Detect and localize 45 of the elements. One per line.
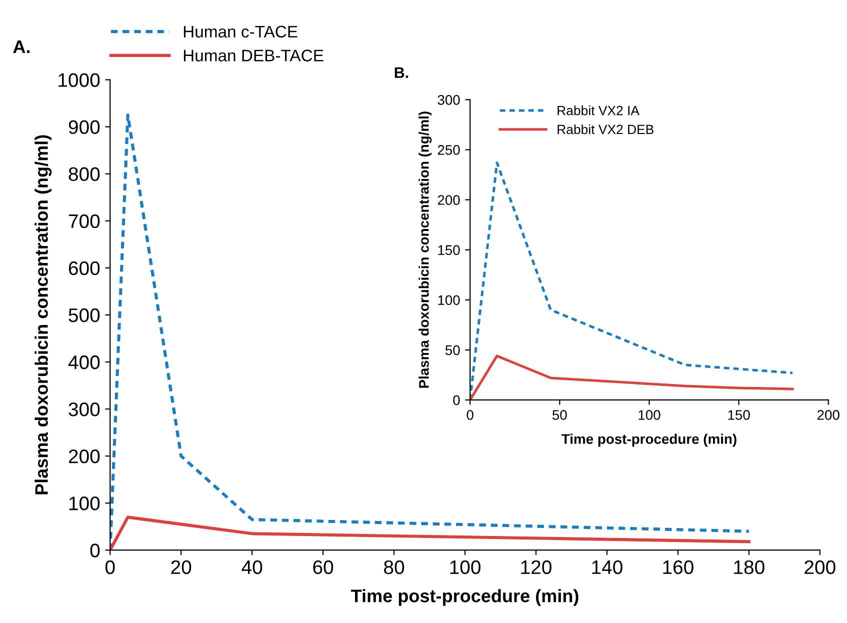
y-tick-label: 600 <box>68 261 100 276</box>
x-tick-label: 20 <box>171 560 192 574</box>
y-tick-label: 300 <box>438 95 460 105</box>
y-tick-label: 0 <box>90 544 100 558</box>
y-axis-title: Plasma doxorubicin concentration (ng/ml) <box>34 135 52 494</box>
y-tick-label: 1000 <box>58 73 100 87</box>
legend-label: Rabbit VX2 DEB <box>558 124 654 134</box>
y-tick-label: 0 <box>453 395 460 406</box>
x-axis-title: Time post-procedure (min) <box>351 589 578 606</box>
text: B. <box>394 67 408 78</box>
x-tick-label: 140 <box>592 560 622 574</box>
y-tick-label: 150 <box>438 245 460 255</box>
y-tick-label: 250 <box>438 145 460 155</box>
y-tick-label: 800 <box>68 167 100 182</box>
legend-label: Rabbit VX2 IA <box>558 106 640 116</box>
x-tick-label: 200 <box>817 410 840 420</box>
y-tick-label: 500 <box>68 308 100 322</box>
y-tick-label: 900 <box>68 120 100 134</box>
y-tick-label: 400 <box>68 355 100 370</box>
x-tick-label: 100 <box>638 410 660 420</box>
x-tick-label: 0 <box>466 410 474 420</box>
legend-label: Human c-TACE <box>184 26 298 38</box>
y-tick-label: 100 <box>69 496 100 510</box>
x-tick-label: 120 <box>521 560 552 574</box>
y-tick-label: 200 <box>438 195 460 205</box>
y-tick-label: 50 <box>445 345 460 356</box>
line-series <box>110 516 750 550</box>
x-tick-label: 80 <box>384 560 404 574</box>
y-tick-label: 300 <box>68 402 100 416</box>
line-series <box>470 354 794 400</box>
x-axis-title: Time post-procedure (min) <box>562 434 736 447</box>
x-tick-label: 160 <box>663 560 694 574</box>
x-tick-label: 180 <box>734 560 764 574</box>
x-tick-label: 50 <box>552 410 567 420</box>
y-tick-label: 200 <box>68 450 100 464</box>
x-tick-label: 200 <box>804 560 836 574</box>
y-tick-label: 100 <box>438 295 460 306</box>
y-tick-label: 700 <box>68 214 100 228</box>
text: A. <box>13 40 30 53</box>
x-tick-label: 150 <box>728 410 750 420</box>
x-tick-label: 0 <box>105 560 115 574</box>
x-tick-label: 40 <box>242 560 262 574</box>
legend-label: Human DEB-TACE <box>184 50 324 62</box>
y-axis-title: Plasma doxorubicin concentration (ng/ml) <box>418 112 432 388</box>
x-tick-label: 60 <box>313 560 334 574</box>
